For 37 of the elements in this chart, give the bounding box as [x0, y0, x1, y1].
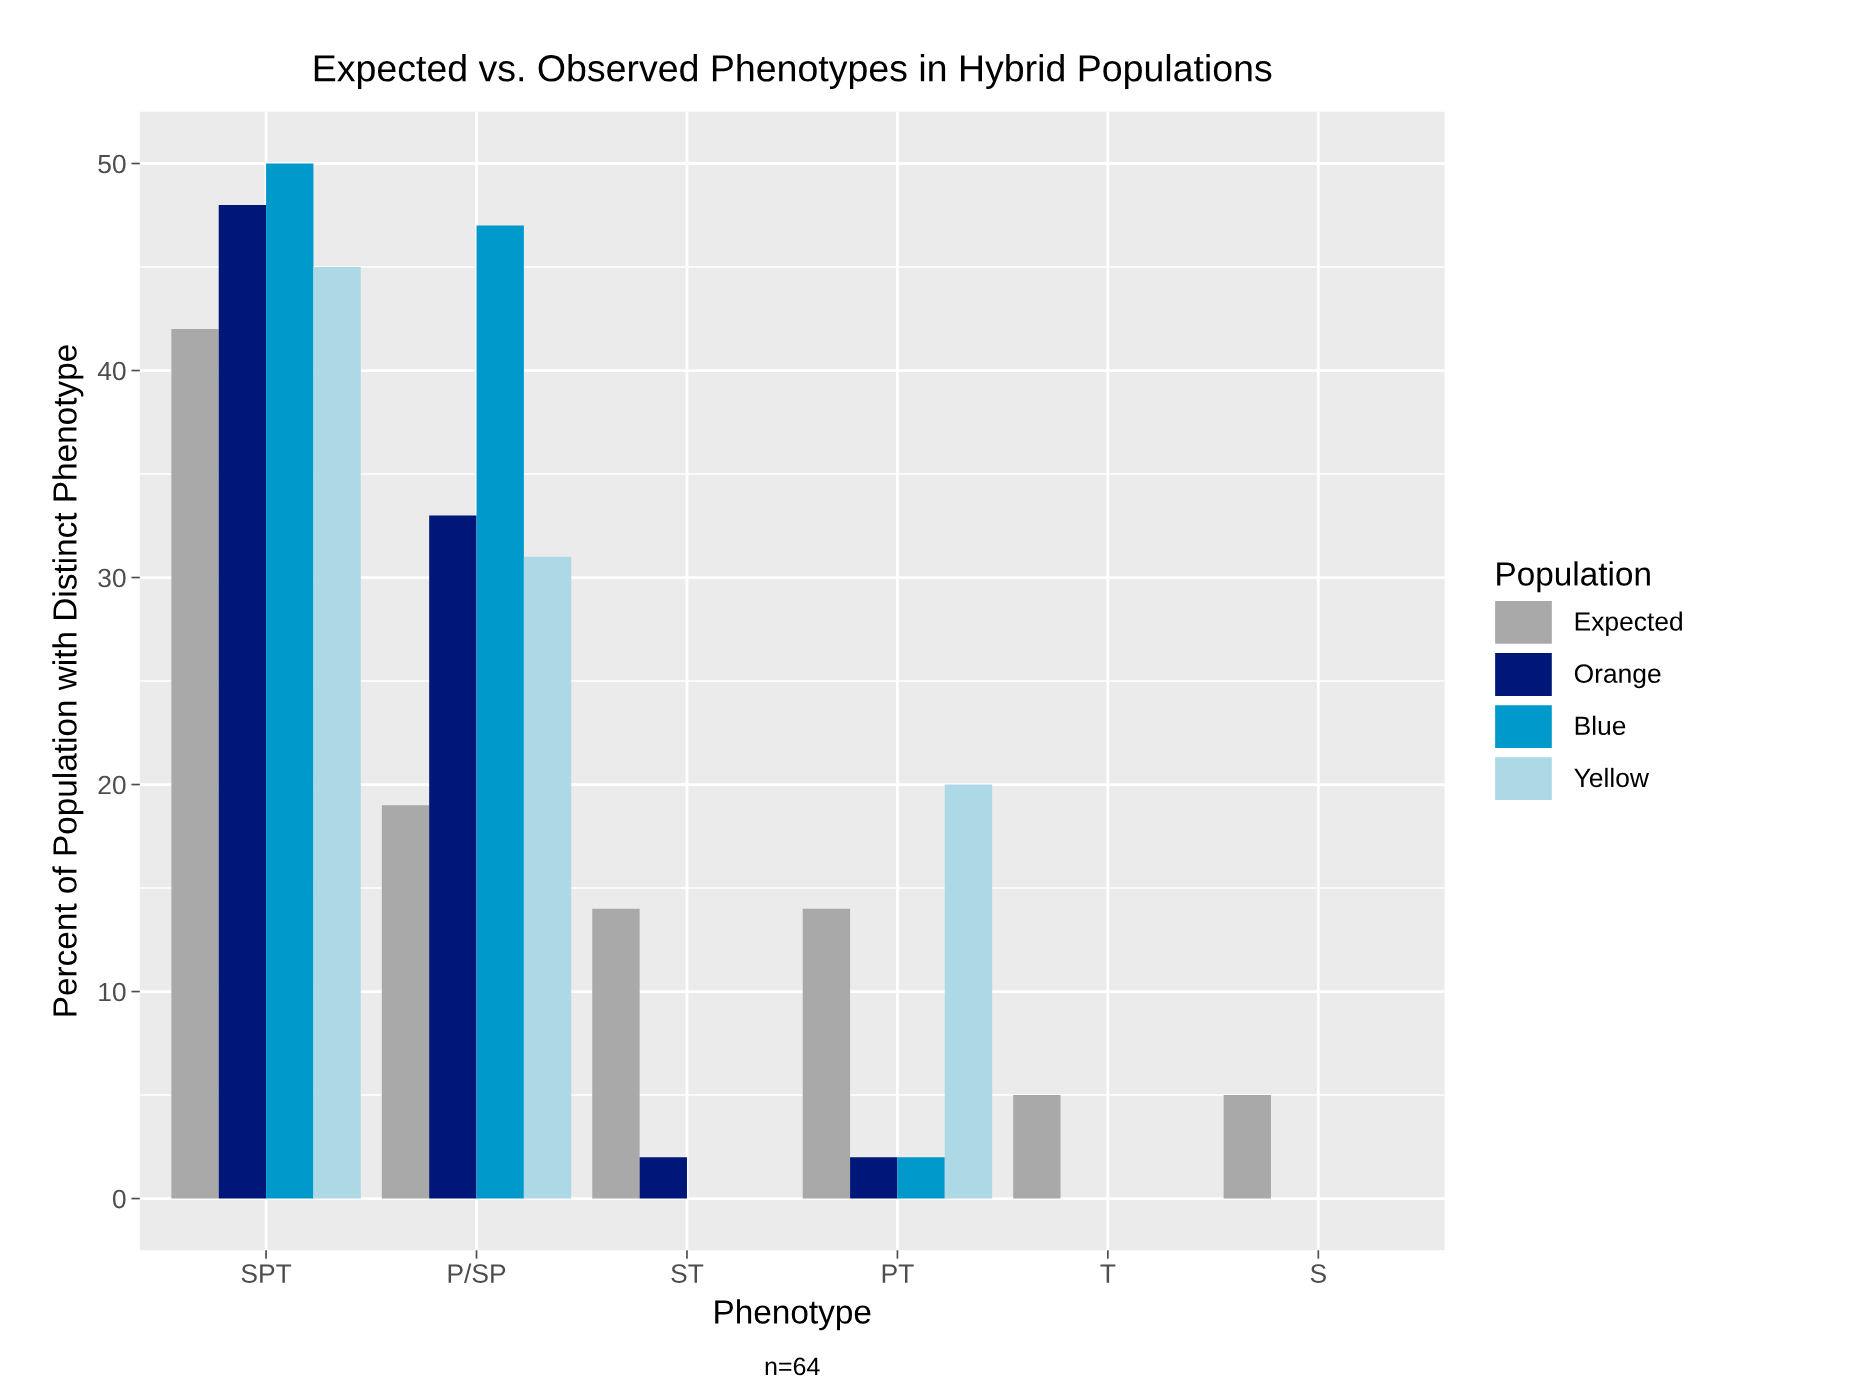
- x-tick-label: T: [1100, 1264, 1116, 1283]
- bar: [802, 908, 851, 1199]
- bar: [592, 908, 640, 1199]
- y-axis-title: Percent of Population with Distinct Phenotype: [52, 345, 84, 1016]
- bar: [850, 1157, 898, 1199]
- x-tick-label: SPT: [241, 1264, 292, 1283]
- bar: [639, 1157, 687, 1199]
- chart-title: Expected vs. Observed Phenotypes in Hybrid Populations: [314, 54, 1272, 89]
- y-tick-label: 20: [98, 775, 126, 795]
- bar: [897, 1157, 945, 1199]
- legend-title: Population: [1497, 561, 1650, 593]
- bar: [429, 515, 477, 1199]
- legend-label: Blue: [1575, 715, 1626, 736]
- bar: [171, 329, 219, 1199]
- bar: [381, 805, 430, 1199]
- y-tick-label: 10: [99, 982, 126, 1002]
- y-tick-label: 40: [97, 361, 126, 381]
- bar: [944, 784, 993, 1199]
- x-axis-title: Phenotype: [715, 1299, 871, 1331]
- x-tick-label: P/SP: [448, 1263, 506, 1283]
- x-tick-label: PT: [882, 1264, 914, 1283]
- text: n=64: [765, 1357, 820, 1376]
- y-tick-label: 30: [98, 568, 126, 588]
- legend-label: Expected: [1575, 611, 1682, 637]
- legend-label: Orange: [1574, 664, 1661, 689]
- bar: [266, 163, 314, 1199]
- bar: [476, 225, 524, 1199]
- y-tick-label: 0: [112, 1189, 126, 1209]
- bar: [313, 267, 361, 1199]
- x-tick-label: S: [1310, 1264, 1326, 1283]
- bar: [1223, 1095, 1271, 1199]
- bar: [1013, 1095, 1061, 1199]
- legend-label: Yellow: [1574, 767, 1650, 788]
- bar: [523, 556, 572, 1199]
- x-tick-label: ST: [671, 1264, 704, 1283]
- bar: [218, 204, 267, 1199]
- y-tick-label: 50: [98, 154, 126, 174]
